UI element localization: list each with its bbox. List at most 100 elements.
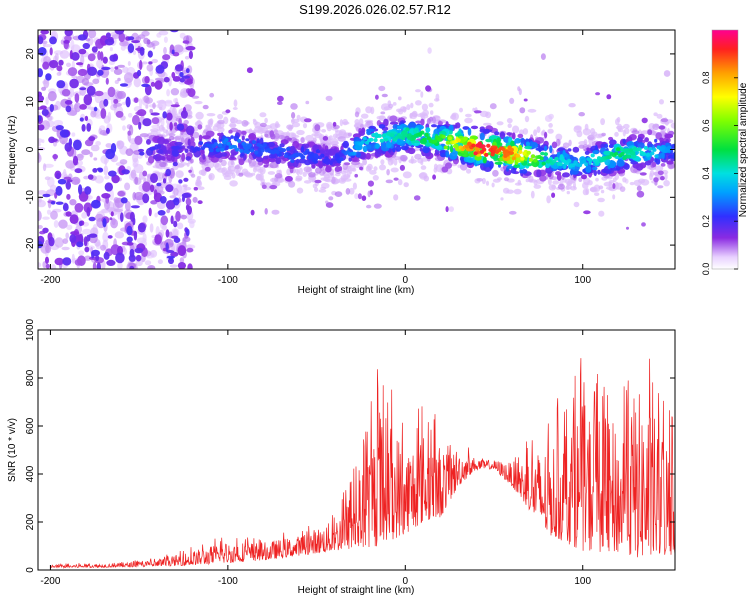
heatmap-cell (173, 187, 179, 196)
heatmap-cell (77, 34, 87, 41)
heatmap-ridge-cell (377, 133, 382, 138)
heatmap-cell (342, 118, 348, 126)
heatmap-cell (539, 175, 547, 182)
heatmap-cell (512, 132, 516, 140)
heatmap-cell (69, 234, 77, 243)
heatmap-cell (510, 140, 515, 148)
heatmap-ridge-cell (558, 162, 563, 167)
heatmap-cell (184, 148, 189, 153)
heatmap-cell (615, 118, 620, 126)
heatmap-cell (328, 135, 333, 140)
heatmap-cell (267, 171, 276, 175)
heatmap-cell (152, 154, 158, 160)
heatmap-cell (39, 105, 47, 110)
heatmap-cell (187, 205, 192, 215)
heatmap-cell (113, 98, 119, 104)
heatmap-cell (57, 178, 67, 185)
heatmap-cell (582, 168, 586, 173)
heatmap-cell (206, 113, 216, 117)
heatmap-cell (54, 53, 59, 62)
heatmap-cell (166, 255, 175, 259)
heatmap-cell (587, 180, 593, 186)
heatmap-cell (657, 185, 664, 189)
heatmap-cell (551, 141, 558, 149)
heatmap-cell (286, 124, 294, 130)
heatmap-cell (49, 104, 54, 112)
heatmap-ridge-cell (411, 136, 416, 141)
heatmap-cell (605, 186, 615, 190)
heatmap-cell (59, 129, 70, 138)
heatmap-cell (90, 144, 100, 152)
heatmap-cell (445, 206, 449, 213)
heatmap-cell (230, 135, 234, 139)
heatmap-cell (65, 211, 72, 217)
heatmap-cell (194, 100, 203, 105)
heatmap-cell (50, 264, 57, 269)
heatmap-cell (416, 113, 426, 118)
heatmap-ridge-cell (305, 148, 310, 153)
heatmap-cell (132, 114, 140, 126)
heatmap-cell (202, 153, 206, 160)
heatmap-cell (38, 225, 43, 229)
heatmap-cell (287, 137, 292, 141)
heatmap-cell (666, 160, 674, 165)
heatmap-cell (77, 68, 88, 77)
heatmap-cell (525, 178, 529, 183)
heatmap-cell (169, 121, 173, 131)
heatmap-cell (93, 106, 98, 112)
heatmap-cell (325, 95, 333, 102)
heatmap-cell (399, 164, 405, 171)
heatmap-cell (103, 251, 110, 260)
heatmap-cell (121, 169, 130, 175)
heatmap-cell (269, 158, 276, 163)
heatmap-cell (114, 80, 119, 84)
heatmap-cell (175, 210, 181, 222)
heatmap-cell (159, 161, 167, 168)
heatmap-cell (192, 196, 198, 203)
heatmap-cell (139, 151, 145, 156)
heatmap-cell (386, 169, 390, 176)
heatmap-cell (432, 116, 436, 125)
heatmap-cell (517, 86, 521, 92)
heatmap-cell (305, 134, 314, 142)
heatmap-cell (63, 40, 70, 44)
x-tick-label: -200 (40, 275, 60, 286)
heatmap-cell (161, 224, 168, 231)
heatmap-cell (400, 145, 409, 151)
heatmap-cell (388, 103, 394, 109)
heatmap-cell (217, 119, 225, 125)
heatmap-cell (42, 61, 50, 70)
heatmap-cell (598, 185, 604, 190)
heatmap-cell (179, 72, 184, 77)
heatmap-cell (143, 95, 150, 103)
heatmap-cell (152, 102, 156, 109)
heatmap-cell (131, 40, 141, 44)
heatmap-cell (84, 139, 94, 147)
heatmap-cell (187, 88, 196, 98)
heatmap-cell (329, 138, 339, 146)
heatmap-cell (102, 56, 108, 64)
heatmap-cell (43, 44, 52, 48)
heatmap-cell (78, 250, 85, 256)
heatmap-cell (159, 106, 163, 111)
heatmap-cell (435, 93, 440, 102)
heatmap-ridge-cell (592, 158, 597, 163)
colorbar-label: Normalized spectral amplitude (738, 82, 749, 217)
heatmap-cell (366, 204, 372, 209)
heatmap-cell (151, 58, 158, 64)
heatmap-cell (663, 70, 671, 77)
heatmap-cell (589, 187, 597, 192)
heatmap-cell (114, 66, 119, 70)
heatmap-cell (38, 262, 42, 268)
heatmap-cell (566, 190, 570, 195)
heatmap-ridge-cell (518, 150, 523, 154)
heatmap-cell (187, 138, 191, 146)
heatmap-cell (629, 181, 635, 186)
heatmap-cell (146, 64, 154, 72)
heatmap-cell (185, 228, 190, 237)
heatmap-ridge-cell (309, 153, 314, 158)
heatmap-cell (180, 214, 187, 220)
heatmap-cell (165, 229, 170, 238)
heatmap-cell (101, 92, 110, 102)
heatmap-cell (41, 109, 49, 116)
